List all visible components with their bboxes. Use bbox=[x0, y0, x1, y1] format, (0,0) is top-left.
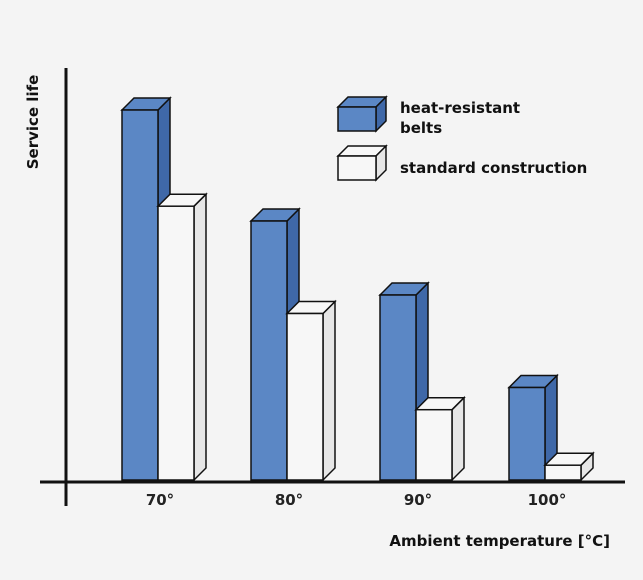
x-axis-title: Ambient temperature [°C] bbox=[389, 532, 610, 550]
x-tick-label: 80° bbox=[275, 491, 303, 509]
bar-front-face bbox=[121, 109, 159, 481]
legend: heat-resistant belts standard constructi… bbox=[336, 95, 587, 182]
legend-swatch-heat-resistant bbox=[336, 95, 388, 133]
bar-standard-3 bbox=[543, 451, 595, 482]
bar-side-face bbox=[451, 395, 465, 482]
y-axis-title: Service life bbox=[24, 75, 42, 170]
bar-standard-1 bbox=[285, 299, 337, 482]
x-tick-label: 100° bbox=[528, 491, 567, 509]
legend-label-heat-resistant-line1: heat-resistant bbox=[400, 99, 520, 117]
bar-standard-0 bbox=[156, 192, 208, 482]
bar-front-face bbox=[544, 464, 582, 481]
legend-label-heat-resistant-line2: belts bbox=[400, 119, 442, 137]
bar-standard-2 bbox=[414, 395, 466, 482]
bar-front-face bbox=[250, 220, 288, 481]
bar-front-face bbox=[286, 312, 324, 481]
bar-side-face bbox=[193, 192, 207, 482]
legend-label-standard: standard construction bbox=[400, 159, 587, 177]
bar-side-face bbox=[322, 299, 336, 482]
bar-front-face bbox=[508, 386, 546, 481]
bars-layer bbox=[120, 96, 595, 482]
x-tick-label: 70° bbox=[146, 491, 174, 509]
x-tick-labels: 70° 80° 90° 100° bbox=[146, 491, 567, 509]
bar-front-face bbox=[379, 294, 417, 481]
x-tick-label: 90° bbox=[404, 491, 432, 509]
legend-swatch-standard bbox=[336, 144, 388, 182]
bar-front-face bbox=[415, 408, 453, 481]
bar-front-face bbox=[157, 205, 195, 481]
